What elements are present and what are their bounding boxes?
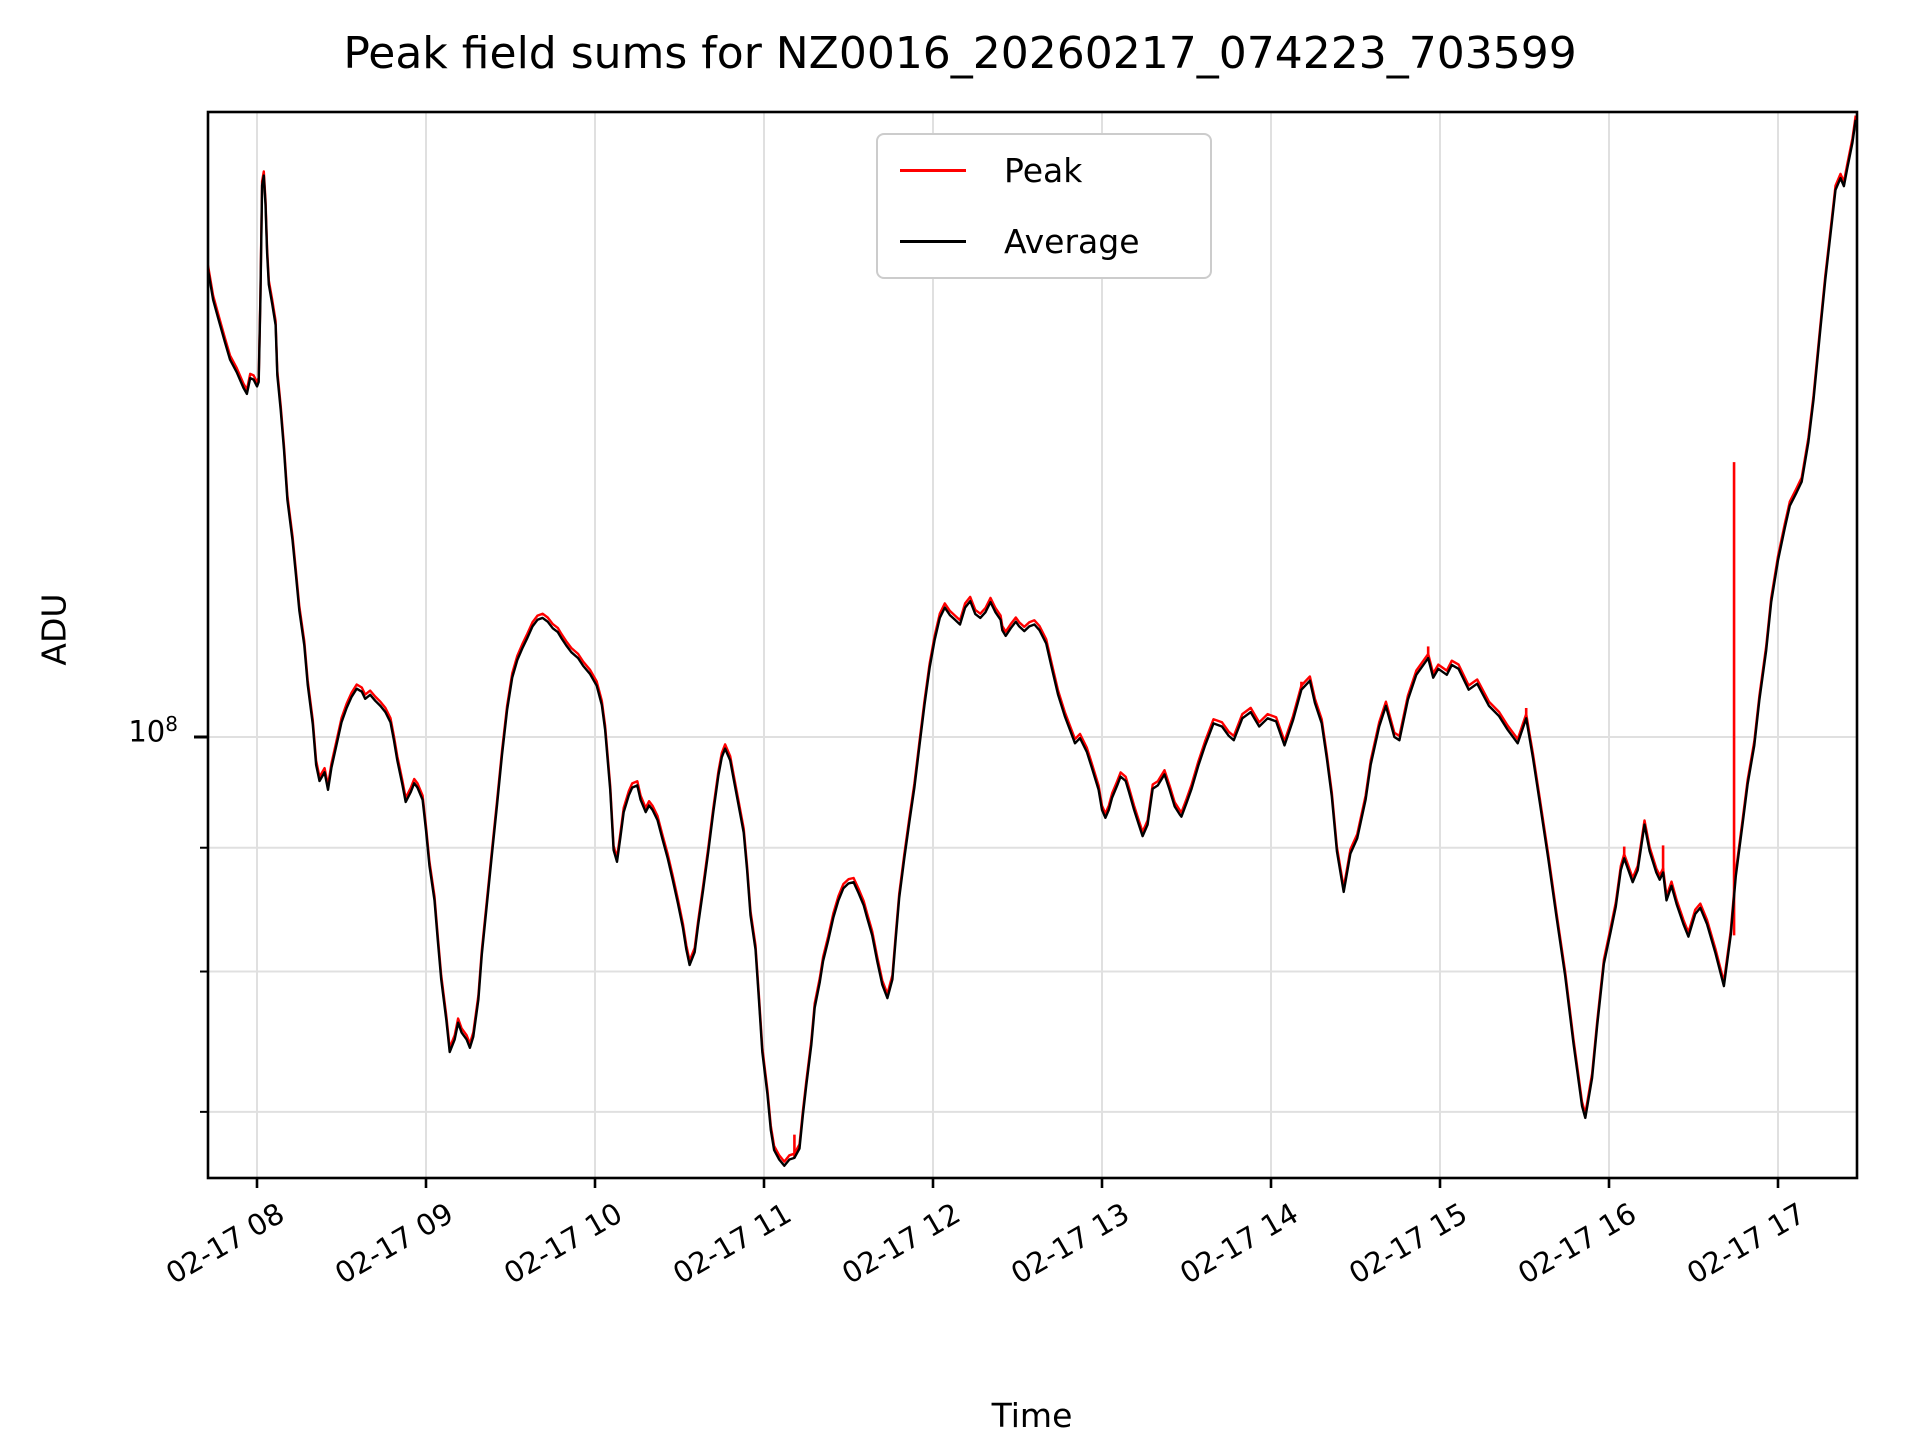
- legend-item-average: Average: [878, 206, 1210, 277]
- average-series-line: [208, 119, 1857, 1167]
- average-line-swatch-icon: [900, 240, 966, 243]
- legend-box: Peak Average: [876, 133, 1212, 279]
- legend-label-peak: Peak: [1004, 151, 1083, 190]
- x-axis-label: Time: [991, 1396, 1073, 1435]
- legend-item-peak: Peak: [878, 135, 1210, 206]
- legend-label-average: Average: [1004, 222, 1140, 261]
- chart-title: Peak field sums for NZ0016_20260217_0742…: [343, 28, 1577, 79]
- axes-spines: [206, 110, 1859, 1180]
- y-axis-label: ADU: [34, 593, 74, 666]
- peak-line-swatch-icon: [900, 169, 966, 172]
- y-tick-label-1e8: 108: [128, 712, 178, 749]
